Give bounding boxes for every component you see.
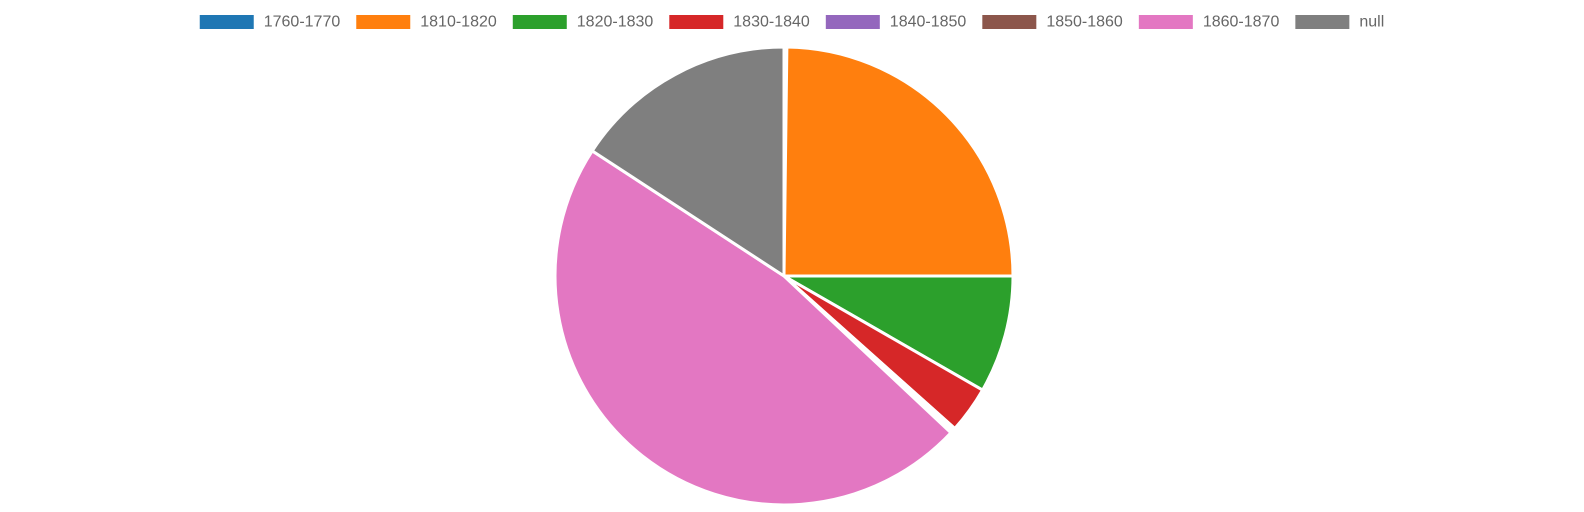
legend-item[interactable]: 1760-1770 [199,14,341,31]
pie-slice[interactable] [553,149,953,507]
legend-swatch [669,15,724,29]
legend-swatch [199,15,254,29]
legend-swatch [825,15,880,29]
legend: 1760-1770 1810-1820 1820-1830 1830-1840 1840… [199,14,1384,31]
legend-label: 1760-1770 [264,14,341,31]
legend-swatch [1295,15,1350,29]
legend-label: 1840-1850 [890,14,967,31]
pie-slice[interactable] [590,45,786,278]
legend-swatch [982,15,1037,29]
legend-item[interactable]: 1820-1830 [512,14,654,31]
legend-item[interactable]: 1830-1840 [669,14,810,31]
legend-label: 1830-1840 [733,14,810,31]
legend-label: 1820-1830 [577,14,654,31]
legend-item[interactable]: 1860-1870 [1138,14,1280,31]
legend-item[interactable]: 1810-1820 [356,14,497,31]
legend-swatch [1138,15,1193,29]
legend-label: null [1359,14,1384,31]
pie-slice[interactable] [782,45,1015,278]
legend-swatch [356,15,411,29]
pie-slice[interactable] [782,274,1015,392]
legend-item[interactable]: null [1295,14,1384,31]
legend-item[interactable]: 1850-1860 [982,14,1123,31]
legend-label: 1810-1820 [420,14,497,31]
legend-label: 1850-1860 [1046,14,1123,31]
legend-swatch [512,15,567,29]
legend-item[interactable]: 1840-1850 [825,14,967,31]
legend-label: 1860-1870 [1203,14,1280,31]
pie-slices [553,45,1015,507]
